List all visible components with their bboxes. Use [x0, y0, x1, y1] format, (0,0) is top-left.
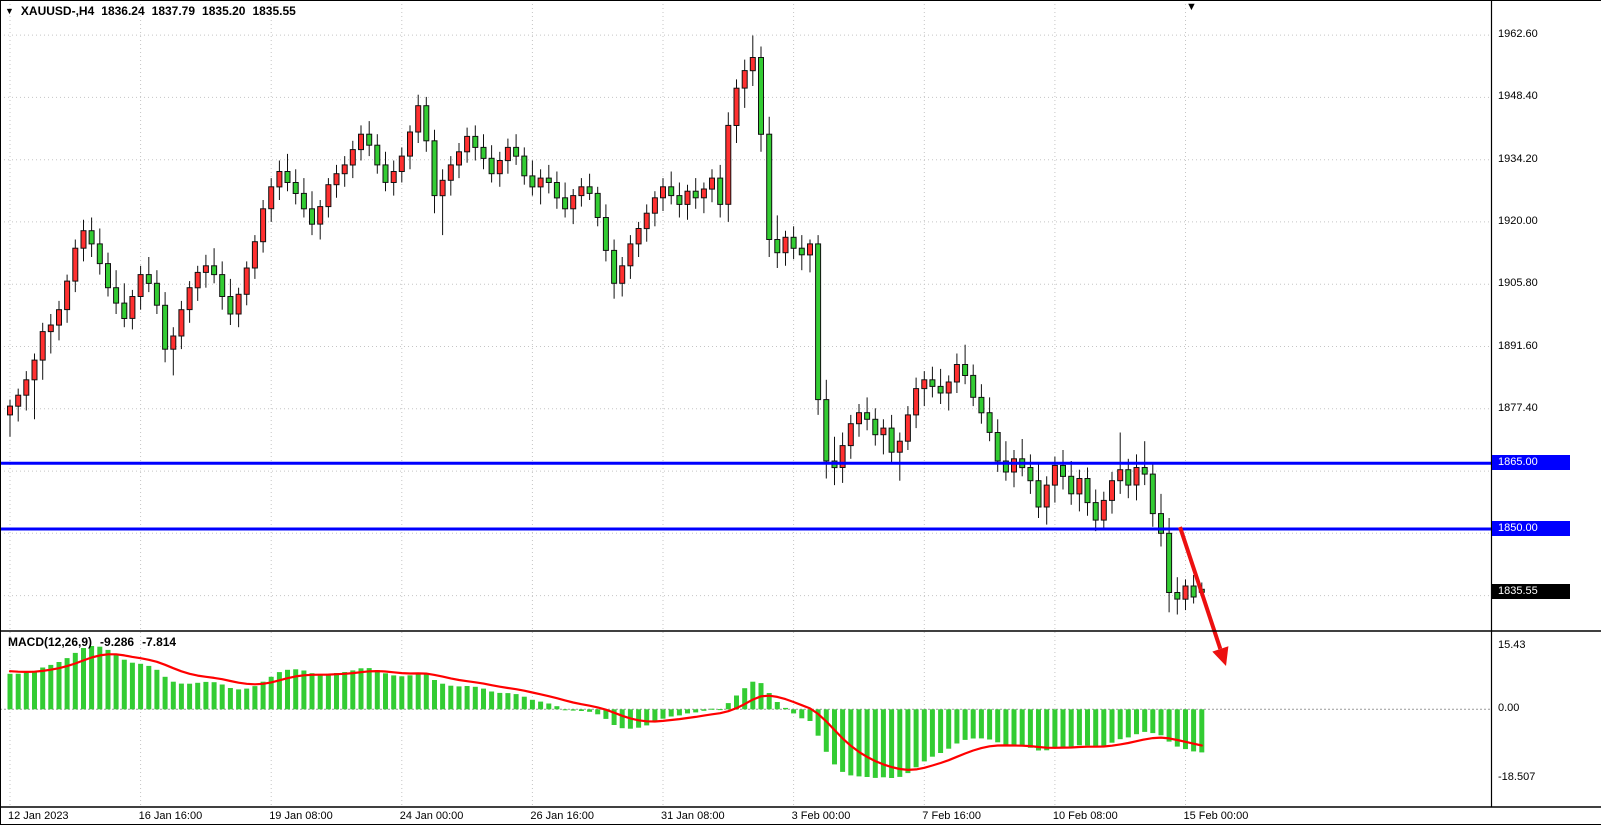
- macd-axis-label: -18.507: [1498, 771, 1536, 783]
- macd-signal-value: -7.814: [142, 635, 177, 649]
- time-axis-label: 3 Feb 00:00: [791, 810, 851, 822]
- support-resistance-lines[interactable]: [0, 461, 1491, 531]
- ohlc-close: 1835.55: [252, 4, 296, 18]
- current-price-badge: 1835.55: [1492, 584, 1570, 600]
- price-axis[interactable]: 1962.60 1948.40 1934.20 1920.00 1905.80 1891.…: [1492, 0, 1601, 807]
- price-level-badge: 1850.00: [1492, 521, 1570, 536]
- time-axis-label: 31 Jan 08:00: [661, 810, 725, 822]
- macd-value: -9.286: [100, 635, 135, 649]
- chart-shift-marker-icon[interactable]: ▼: [1186, 1, 1197, 13]
- symbol-timeframe: XAUUSD-,H4: [20, 4, 95, 18]
- price-axis-label: 1948.40: [1498, 90, 1538, 103]
- macd-axis-label: 0.00: [1498, 702, 1520, 715]
- time-axis-label: 26 Jan 16:00: [530, 810, 595, 822]
- price-axis-label: 1934.20: [1498, 152, 1538, 165]
- time-axis-label: 15 Feb 00:00: [1183, 810, 1249, 822]
- price-axis-label: 1877.40: [1498, 401, 1538, 414]
- price-axis-label: 1905.80: [1498, 277, 1538, 290]
- time-axis-label: 10 Feb 08:00: [1052, 810, 1118, 822]
- time-axis-label: 16 Jan 16:00: [138, 810, 203, 822]
- ohlc-low: 1835.20: [202, 4, 246, 18]
- macd-name: MACD(12,26,9): [8, 635, 93, 649]
- time-axis-label: 19 Jan 08:00: [269, 810, 333, 822]
- time-axis-label: 7 Feb 16:00: [922, 810, 982, 822]
- price-axis-label: 1920.00: [1498, 214, 1538, 227]
- macd-axis-label: 15.43: [1498, 639, 1526, 651]
- macd-histogram: [7, 646, 1205, 778]
- macd-signal-line: [8, 653, 1203, 772]
- chart-title: ▼ XAUUSD-,H4 1836.24 1837.79 1835.20 183…: [5, 4, 296, 18]
- price-axis-label: 1891.60: [1498, 339, 1538, 352]
- quick-trade-arrow-icon[interactable]: ▼: [5, 6, 14, 16]
- ohlc-open: 1836.24: [101, 4, 145, 18]
- candlestick-series: [7, 35, 1205, 615]
- time-axis[interactable]: 12 Jan 2023 16 Jan 16:00 19 Jan 08:00 24 Ja…: [0, 807, 1601, 825]
- time-axis-label: 24 Jan 00:00: [399, 810, 464, 822]
- macd-indicator-label: MACD(12,26,9) -9.286 -7.814: [8, 635, 176, 649]
- price-level-badge: 1865.00: [1492, 455, 1570, 471]
- price-axis-label: 1962.60: [1498, 28, 1538, 41]
- trend-arrow-annotation[interactable]: [1178, 526, 1229, 666]
- time-axis-label: 12 Jan 2023: [8, 810, 69, 822]
- ohlc-high: 1837.79: [151, 4, 196, 18]
